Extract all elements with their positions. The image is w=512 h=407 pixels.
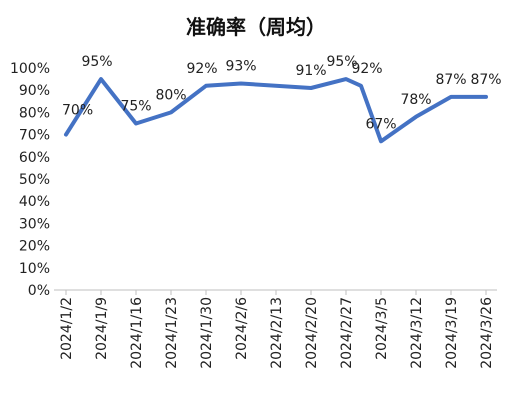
data-label: 67% <box>365 116 396 132</box>
y-tick-label: 0% <box>28 283 50 299</box>
x-tick-label: 2024/2/6 <box>234 297 250 360</box>
chart-title: 准确率（周均） <box>186 15 326 39</box>
y-tick-label: 90% <box>19 83 50 99</box>
y-tick-label: 30% <box>19 216 50 232</box>
data-labels: 70%95%75%80%92% 93% 91%95%92%67%78%87% 87% <box>62 54 502 132</box>
data-label: 93% <box>225 59 256 75</box>
y-tick-label: 10% <box>19 261 50 277</box>
data-label: 92% <box>351 61 382 77</box>
x-tick-label: 2024/2/20 <box>304 297 320 369</box>
x-tick-label: 2024/3/19 <box>444 297 460 369</box>
x-axis: 2024/1/2 2024/1/9 2024/1/16 2024/1/23 2024/1… <box>54 289 497 369</box>
x-tick-label: 2024/3/12 <box>409 297 425 369</box>
y-tick-label: 100% <box>10 61 50 77</box>
data-label: 92% <box>186 61 217 77</box>
data-label: 87% <box>470 72 501 88</box>
y-tick-label: 40% <box>19 194 50 210</box>
data-label: 78% <box>400 92 431 108</box>
y-tick-label: 60% <box>19 150 50 166</box>
x-tick-label: 2024/1/23 <box>164 297 180 369</box>
y-tick-label: 70% <box>19 128 50 144</box>
x-tick-label: 2024/2/13 <box>269 297 285 369</box>
x-tick-label: 2024/3/26 <box>479 297 495 369</box>
y-tick-label: 80% <box>19 105 50 121</box>
data-label: 75% <box>120 99 151 115</box>
data-label: 80% <box>155 87 186 103</box>
data-label: 70% <box>62 103 93 119</box>
x-tick-label: 2024/1/9 <box>94 297 110 360</box>
x-tick-label: 2024/1/16 <box>129 297 145 369</box>
data-label: 87% <box>435 72 466 88</box>
data-label: 95% <box>326 54 357 70</box>
x-tick-label: 2024/1/2 <box>59 297 75 360</box>
data-label: 95% <box>81 54 112 70</box>
data-label: 91% <box>295 63 326 79</box>
series-line <box>64 77 488 144</box>
x-tick-label: 2024/1/30 <box>199 297 215 369</box>
y-axis: 0% 10% 20% 30% 40% 50% 60% 70% 80% 90% 100% <box>10 61 50 299</box>
watermark: 掘金技术社区 @ 去哪儿技术沙龙 <box>314 381 504 397</box>
y-tick-label: 50% <box>19 172 50 188</box>
x-tick-label: 2024/2/27 <box>339 297 355 369</box>
x-tick-label: 2024/3/5 <box>374 297 390 360</box>
y-tick-label: 20% <box>19 239 50 255</box>
